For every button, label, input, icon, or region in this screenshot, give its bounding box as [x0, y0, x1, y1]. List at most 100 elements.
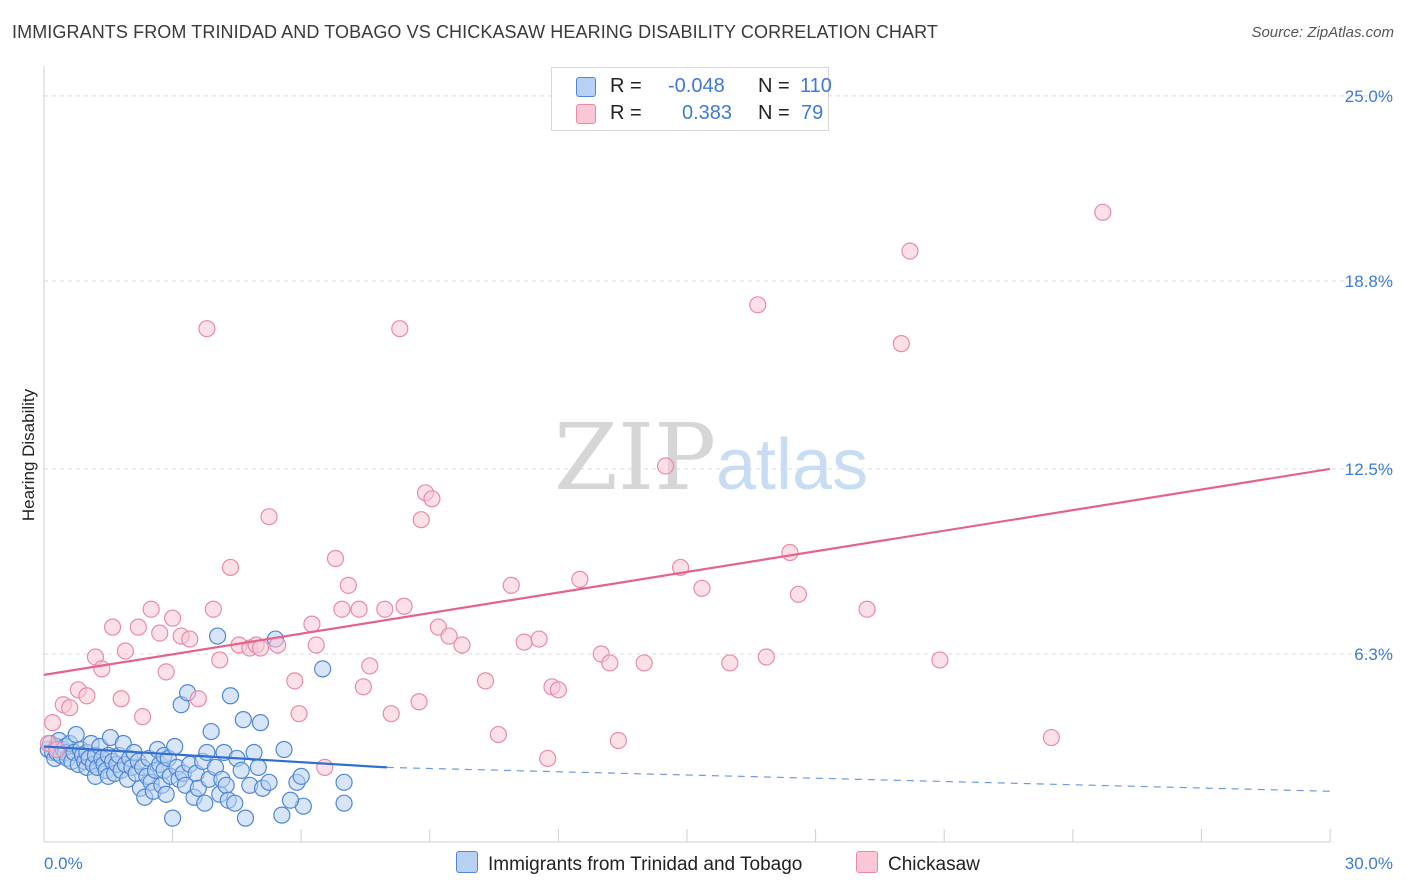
pink-point	[116, 642, 135, 660]
blue-point	[196, 794, 214, 812]
x-tick-labels: 0.0% 30.0%	[44, 854, 1393, 873]
pink-series	[39, 203, 1112, 776]
pink-point	[142, 600, 160, 618]
blue-series	[39, 627, 353, 827]
pink-point	[549, 681, 568, 699]
pink-point	[350, 600, 368, 618]
blue-point	[335, 773, 353, 791]
pink-point	[326, 549, 345, 568]
blue-point	[275, 740, 293, 759]
axes	[43, 66, 1331, 843]
blue-point	[198, 743, 216, 762]
blue-trend-line	[43, 745, 388, 769]
blue-point	[221, 687, 240, 705]
watermark-zip: ZIP	[554, 404, 716, 511]
watermark-atlas: atlas	[716, 425, 868, 505]
pink-point	[410, 693, 428, 711]
pink-point	[721, 654, 739, 672]
pink-point	[316, 758, 334, 776]
legend-r-value: -0.048	[668, 75, 725, 97]
pink-point	[354, 678, 372, 696]
pink-point	[303, 615, 321, 633]
grid	[44, 95, 1395, 655]
y-tick-labels: 6.3% 12.5% 18.8% 25.0%	[1345, 87, 1393, 664]
pink-point	[656, 457, 675, 475]
pink-point	[103, 618, 122, 636]
pink-point	[129, 618, 147, 636]
pink-point	[286, 672, 304, 690]
x-tick-label: 30.0%	[1345, 854, 1393, 873]
pink-point	[339, 576, 357, 594]
chart-title: IMMIGRANTS FROM TRINIDAD AND TOBAGO VS C…	[12, 22, 938, 42]
blue-point	[236, 809, 255, 827]
pink-point	[489, 725, 507, 744]
pink-point	[539, 749, 557, 768]
legend-swatch-pink	[856, 851, 878, 873]
legend-label: Chickasaw	[888, 854, 980, 875]
pink-point	[1094, 203, 1112, 221]
blue-point	[217, 776, 235, 794]
blue-point	[164, 809, 182, 827]
blue-point	[226, 794, 244, 812]
pink-point	[221, 558, 240, 577]
legend-r-label: R =	[610, 102, 642, 124]
pink-point	[112, 690, 130, 708]
pink-point	[61, 699, 79, 717]
legend-n-label: N =	[758, 102, 790, 124]
pink-point	[476, 672, 495, 690]
pink-point	[133, 708, 152, 726]
blue-point	[251, 714, 270, 732]
blue-point	[67, 725, 85, 744]
x-tick-label: 0.0%	[44, 854, 83, 873]
pink-point	[382, 705, 400, 723]
chart-source: Source: ZipAtlas.com	[1251, 24, 1394, 41]
legend-item-trinidad[interactable]: Immigrants from Trinidad and Tobago	[456, 851, 802, 876]
blue-point	[232, 761, 250, 779]
pink-point	[515, 633, 533, 651]
pink-point	[858, 600, 876, 618]
legend-r-value: 0.383	[682, 102, 733, 124]
pink-point	[189, 690, 207, 708]
pink-point	[251, 639, 270, 657]
pink-point	[48, 740, 66, 759]
pink-point	[43, 714, 62, 732]
blue-point	[234, 711, 252, 729]
blue-point	[281, 791, 300, 809]
y-tick-label: 18.8%	[1345, 272, 1393, 291]
pink-point	[601, 654, 619, 672]
blue-point	[209, 627, 227, 645]
y-tick-label: 6.3%	[1354, 645, 1393, 664]
trend-lines	[43, 467, 1331, 792]
pink-point	[157, 663, 175, 681]
y-tick-label: 12.5%	[1345, 460, 1393, 479]
pink-point	[931, 651, 949, 669]
pink-point	[391, 320, 409, 338]
blue-point	[202, 722, 220, 741]
pink-point	[260, 508, 278, 526]
blue-point	[273, 806, 291, 824]
pink-point	[530, 630, 548, 648]
pink-point	[211, 651, 229, 669]
pink-point	[693, 579, 711, 597]
pink-point	[781, 543, 799, 562]
blue-point	[335, 794, 353, 812]
blue-trend-line-extrapolated	[386, 766, 1331, 792]
blue-point	[166, 737, 184, 756]
pink-point	[307, 636, 325, 654]
stats-legend: R = -0.048 N = 110 R = 0.383 N = 79	[551, 67, 832, 131]
pink-point	[198, 320, 216, 338]
pink-point	[440, 627, 458, 645]
pink-point	[571, 570, 589, 588]
pink-point	[204, 600, 222, 618]
y-axis-label: Hearing Disability	[19, 388, 38, 521]
legend-item-chickasaw[interactable]: Chickasaw	[856, 851, 980, 876]
legend-swatch-blue	[576, 77, 596, 97]
legend-label: Immigrants from Trinidad and Tobago	[488, 854, 803, 875]
legend-swatch-pink	[576, 104, 596, 124]
pink-point	[376, 600, 394, 618]
blue-point	[292, 767, 310, 785]
blue-point	[157, 785, 175, 803]
pink-point	[901, 242, 919, 260]
pink-point	[395, 597, 413, 615]
